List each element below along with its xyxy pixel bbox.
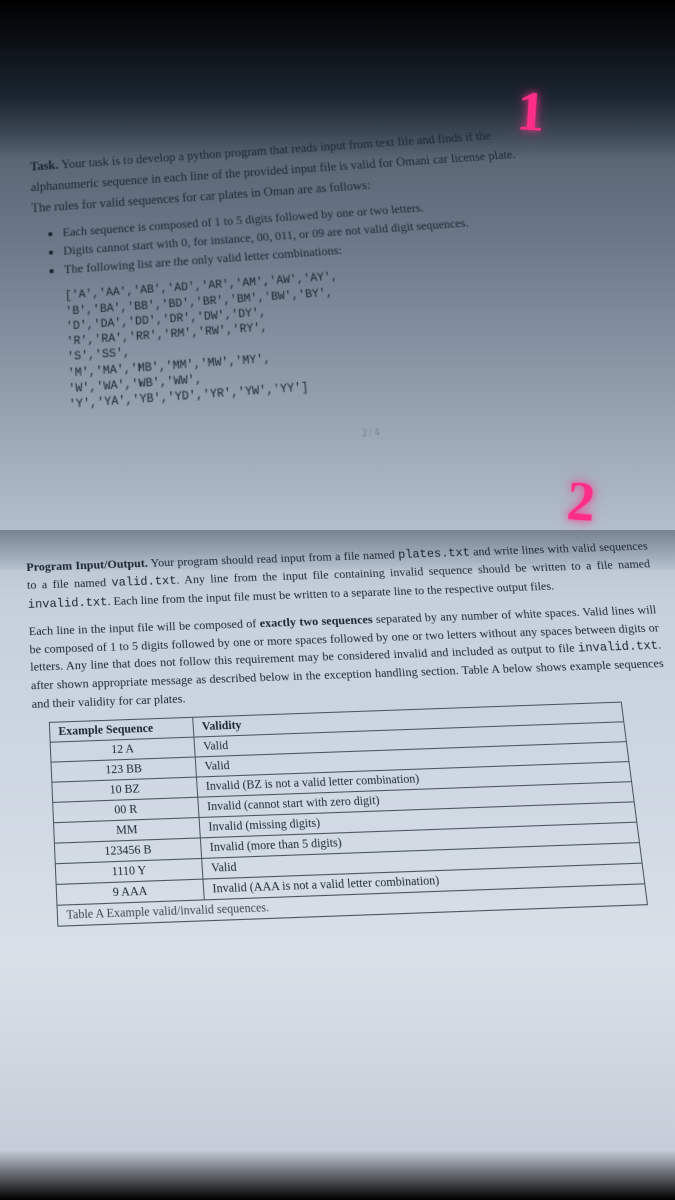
filename-invalid: invalid.txt bbox=[27, 595, 107, 612]
io-paragraph-2: Each line in the input file will be comp… bbox=[29, 601, 668, 713]
vignette-bottom bbox=[0, 1150, 675, 1200]
annotation-number-2: 2 bbox=[565, 469, 597, 535]
document-page-1: Task. Your task is to develop a python p… bbox=[0, 115, 675, 465]
photo-viewport: Task. Your task is to develop a python p… bbox=[0, 0, 675, 1200]
filename-invalid-2: invalid.txt bbox=[577, 639, 659, 656]
exactly-two-emphasis: exactly two sequences bbox=[259, 612, 373, 630]
document-page-2: Program Input/Output. Your program shoul… bbox=[0, 537, 675, 929]
task-heading: Task. bbox=[30, 158, 59, 174]
io-heading: Program Input/Output. bbox=[26, 556, 148, 574]
filename-plates: plates.txt bbox=[397, 546, 470, 562]
page-indicator: 2 / 4 bbox=[38, 402, 675, 462]
filename-valid: valid.txt bbox=[111, 574, 177, 590]
validity-table: Example Sequence Validity 12 AValid 123 … bbox=[49, 702, 648, 927]
